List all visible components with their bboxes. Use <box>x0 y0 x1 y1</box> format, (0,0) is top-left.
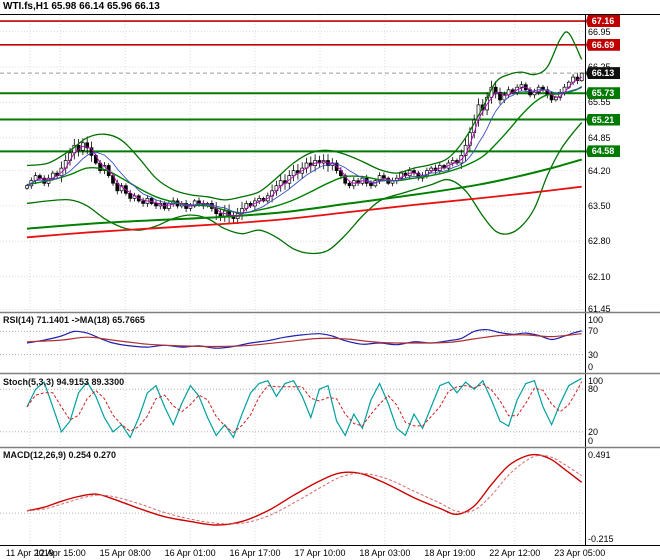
bollinger-upper <box>26 31 583 201</box>
macd-layer <box>26 453 583 526</box>
sma-20 <box>26 86 582 214</box>
grid-layer <box>0 15 585 545</box>
stoch-layer <box>26 378 583 439</box>
ma-fast-blue <box>26 85 582 214</box>
ma-slow-green <box>26 158 582 230</box>
overlays-layer <box>26 31 583 255</box>
frames-layer <box>0 14 660 546</box>
ma-slow-red <box>26 185 582 239</box>
rsi-layer <box>26 329 582 349</box>
candles-layer <box>25 72 584 225</box>
rsi-ma-line <box>26 333 582 348</box>
rsi-line <box>26 329 582 349</box>
macd-line <box>26 453 583 526</box>
price-axis[interactable] <box>586 15 660 545</box>
ma-fast-magenta <box>26 76 582 217</box>
price-levels-layer <box>0 20 585 153</box>
stoch-d <box>26 381 583 434</box>
time-axis[interactable] <box>0 546 660 560</box>
stoch-k <box>26 378 582 439</box>
